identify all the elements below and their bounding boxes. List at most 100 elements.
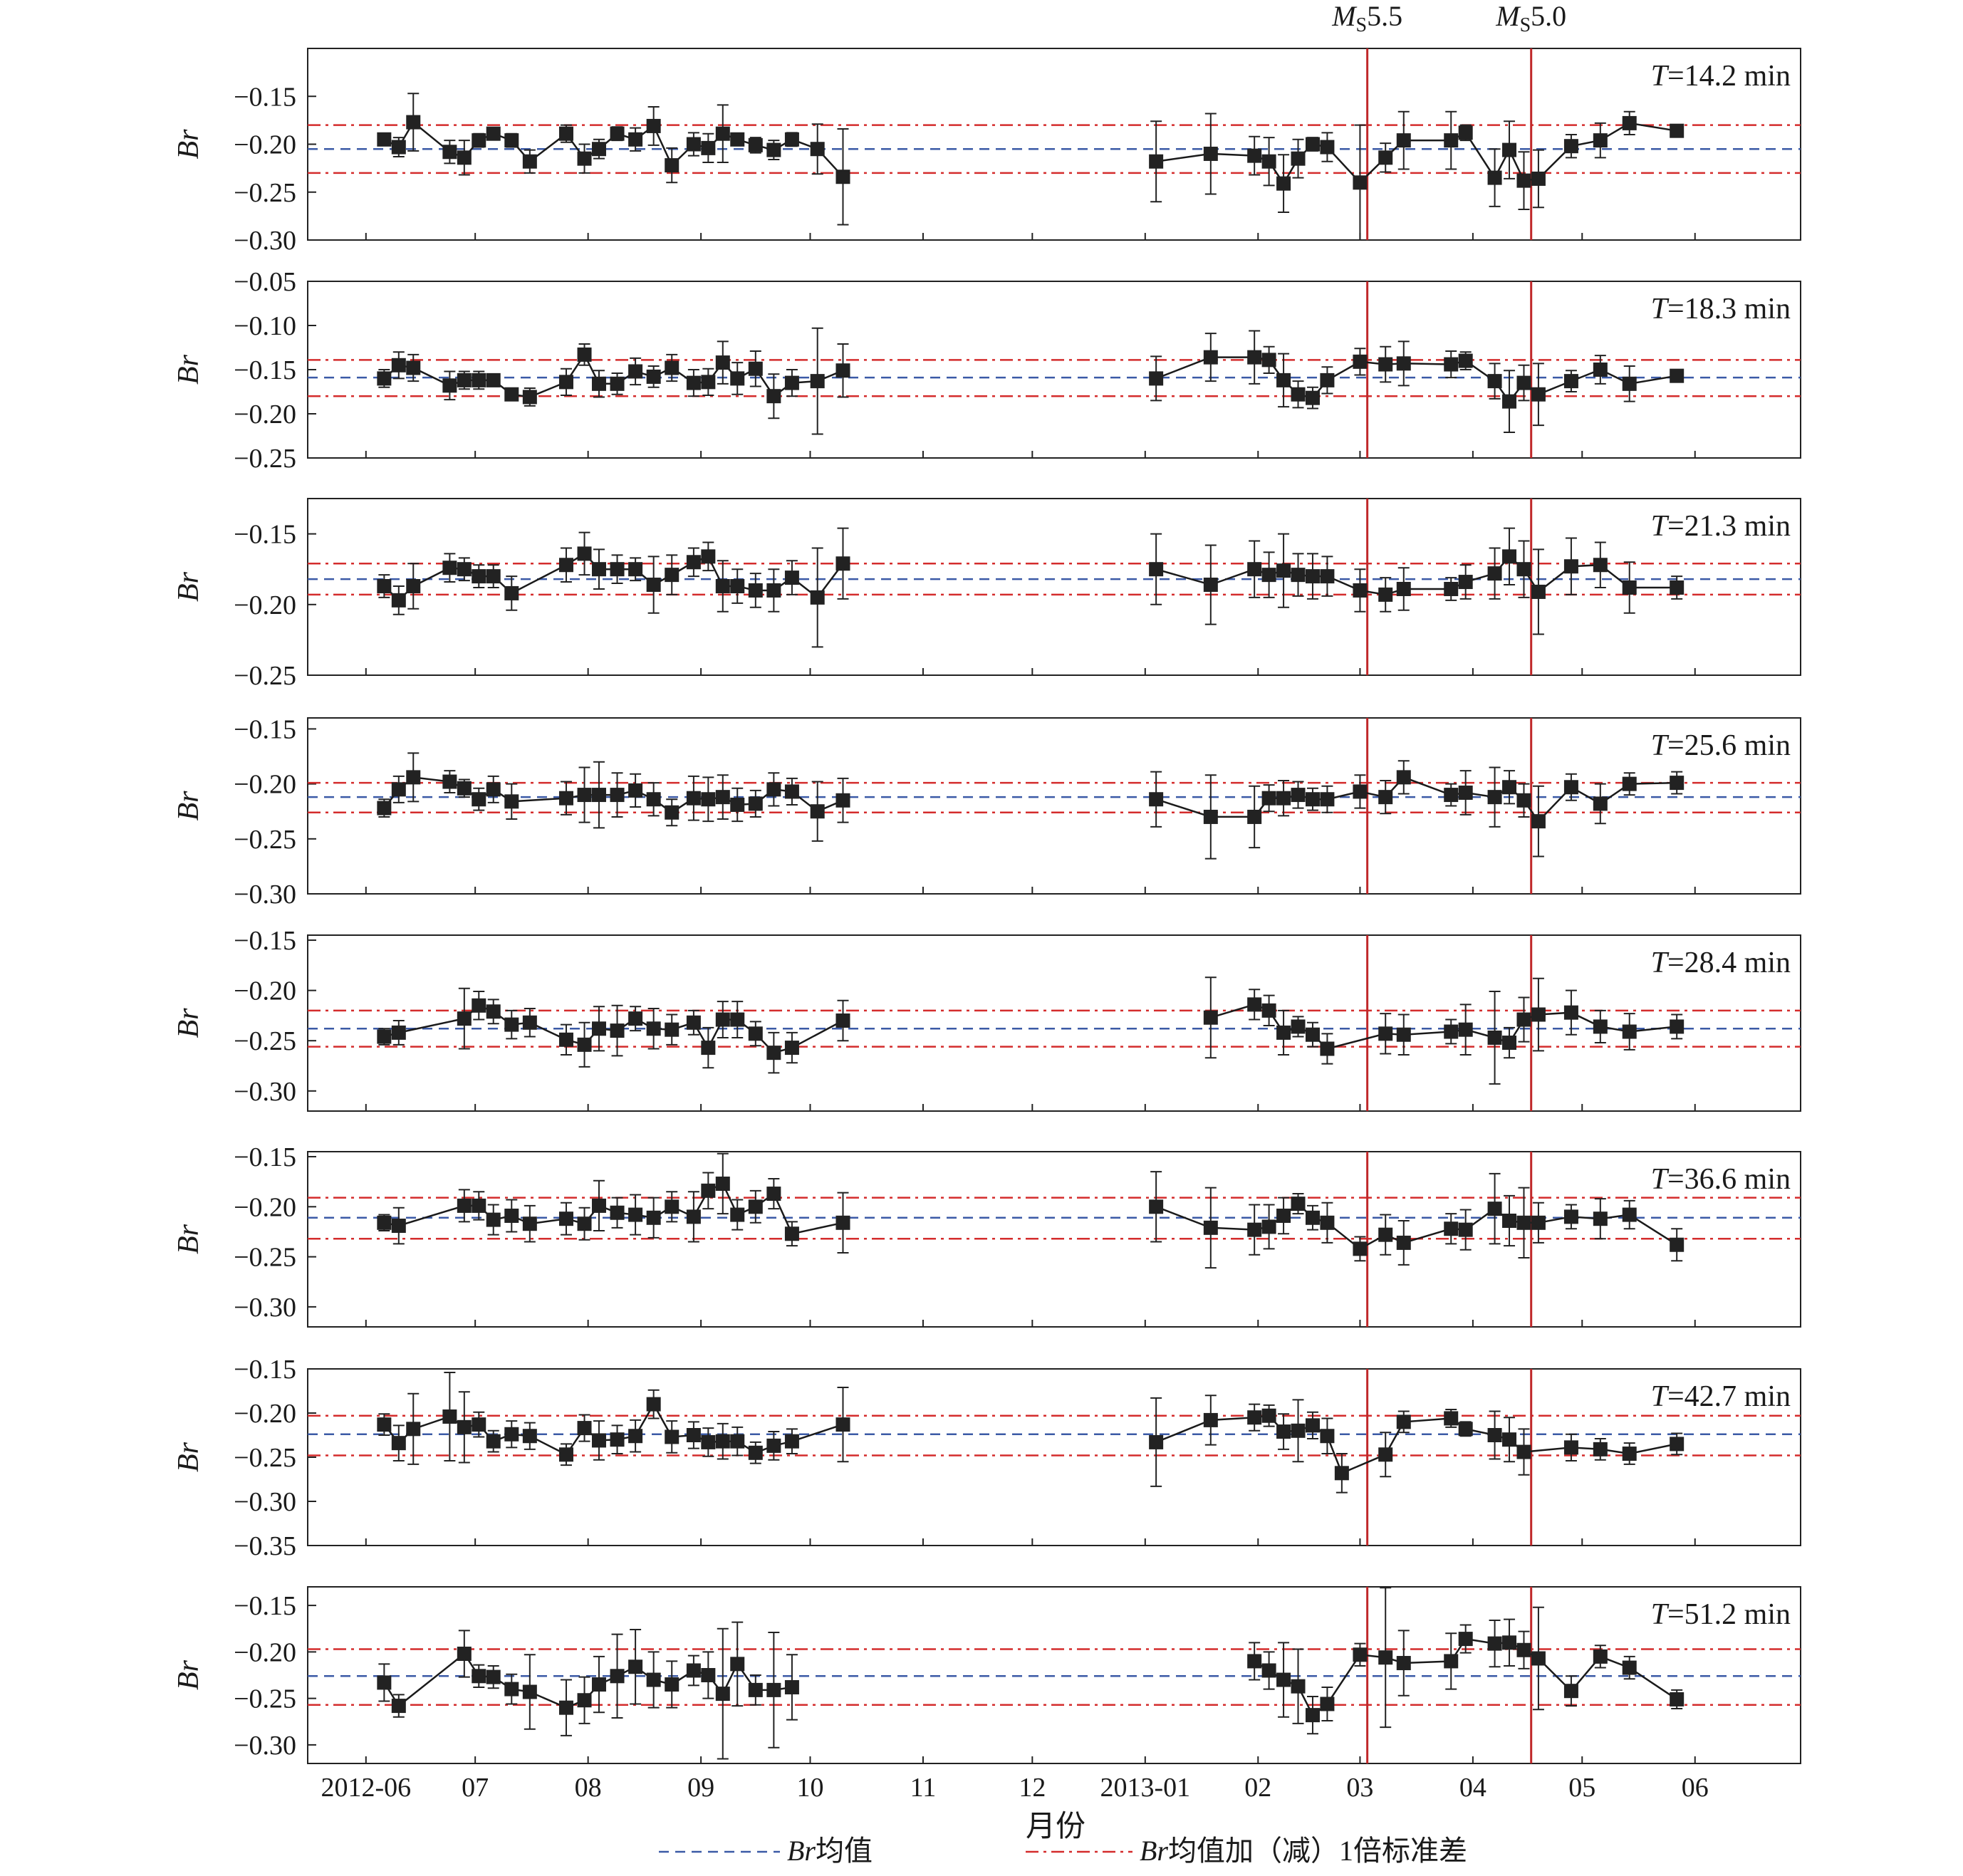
data-marker [730,1207,745,1222]
y-tick-label: −0.30 [234,1731,296,1761]
data-marker [1531,814,1546,829]
data-point [628,127,643,152]
data-marker [406,360,421,375]
y-tick-label: −0.20 [234,590,296,620]
data-point [1261,1651,1276,1690]
period-symbol: T [1651,1163,1670,1196]
data-point [610,772,625,818]
data-marker [1261,1663,1276,1678]
data-point [591,1420,606,1461]
data-marker [1622,1207,1637,1222]
data-marker [1305,390,1320,405]
data-point [1516,364,1531,402]
data-marker [377,579,392,594]
data-marker [486,1004,501,1019]
data-point [1291,553,1306,597]
data-marker [686,1428,701,1442]
data-marker [591,1021,606,1036]
data-marker [646,1210,661,1225]
data-marker [522,1216,537,1231]
data-point [457,987,472,1050]
y-tick-label: −0.30 [234,1487,296,1517]
data-point [558,124,573,143]
data-point [1353,1642,1368,1667]
data-marker [1320,140,1335,155]
data-marker [701,1041,716,1056]
data-point [835,777,850,823]
data-marker [835,556,850,571]
data-point [1261,1404,1276,1427]
data-point [1502,1026,1517,1059]
data-point [610,1197,625,1229]
data-point [784,1428,799,1455]
data-point [810,781,825,842]
y-axis-label: Br [172,1008,205,1038]
data-marker [442,1409,457,1424]
y-tick-label: −0.15 [234,82,296,112]
data-marker [1487,170,1502,185]
data-marker [1458,125,1473,140]
data-point [1291,380,1306,409]
period-symbol: T [1651,60,1670,93]
data-marker [504,133,519,148]
data-point [1261,137,1276,187]
data-marker [1291,568,1306,583]
data-marker [686,1209,701,1224]
data-marker [701,1434,716,1449]
data-point [1396,1630,1411,1697]
data-marker [1502,1635,1517,1650]
data-marker [1276,176,1291,191]
data-point [1149,355,1164,402]
data-marker [391,358,406,372]
data-marker [1458,785,1473,800]
data-marker [1502,549,1517,564]
data-marker [457,1646,472,1661]
data-marker [730,371,745,386]
data-marker [1378,1026,1393,1041]
data-marker [1487,1428,1502,1442]
data-marker [1261,1219,1276,1234]
data-point [1247,540,1262,598]
data-marker [1378,1447,1393,1462]
data-marker [1502,142,1517,157]
period-symbol: T [1651,293,1670,325]
x-axis-label: 月份 [1026,1810,1085,1843]
data-point [504,783,519,820]
data-point [377,1214,392,1232]
data-marker [701,375,716,390]
data-marker [1531,584,1546,599]
data-point [472,1191,486,1221]
data-point [377,1028,392,1046]
data-marker [1622,1024,1637,1039]
data-point [715,1422,730,1460]
period-label: T=18.3 min [1651,293,1791,325]
data-marker [1261,154,1276,169]
data-marker [472,1198,486,1213]
data-marker [391,1219,406,1234]
data-marker [504,1427,519,1442]
data-point [1203,976,1218,1059]
data-marker [610,788,625,803]
data-marker [504,1208,519,1223]
data-point [1502,1417,1517,1463]
data-point [748,1189,763,1224]
data-marker [1149,1199,1164,1214]
data-marker [577,1037,592,1052]
data-marker [1593,363,1608,377]
data-point [610,1004,625,1057]
data-point [1396,567,1411,611]
y-tick-label: −0.15 [234,1355,296,1385]
data-point [1531,548,1546,635]
data-point [730,787,745,823]
data-marker [486,782,501,797]
data-point [1276,1642,1291,1718]
data-marker [591,376,606,391]
period-label: T=14.2 min [1651,60,1791,93]
data-marker [591,562,606,577]
data-marker [1622,1660,1637,1675]
data-marker [1203,809,1218,824]
data-marker [701,140,716,155]
data-marker [1261,353,1276,368]
data-point [646,1197,661,1239]
data-point [766,568,781,613]
